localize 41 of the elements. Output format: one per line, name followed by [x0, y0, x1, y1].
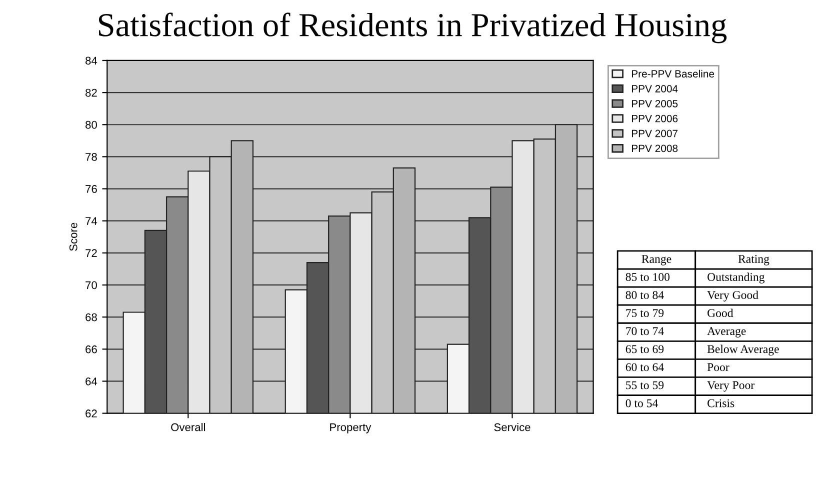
text: Average	[707, 327, 746, 338]
y-tick-label: 76	[86, 185, 97, 193]
text: Below Average	[707, 344, 779, 356]
text: Very Poor	[707, 381, 754, 392]
y-tick-label: 64	[86, 377, 98, 386]
text: 85 to 100	[626, 273, 670, 281]
text: 70 to 74	[626, 327, 664, 336]
y-tick-label: 80	[86, 120, 97, 129]
y-tick-label: 68	[86, 313, 97, 322]
text: Poor	[707, 363, 730, 372]
legend-label: PPV 2004	[632, 85, 678, 92]
y-tick-label: 70	[86, 281, 97, 290]
text: 60 to 64	[626, 363, 664, 372]
x-tick-label: Overall	[171, 423, 205, 432]
legend-label: PPV 2007	[632, 130, 678, 138]
x-tick-label: Property	[330, 423, 372, 434]
y-axis-title: Score	[69, 222, 78, 251]
text: Range	[642, 255, 672, 266]
chart-title: Satisfaction of Residents in Privatized Housing	[98, 12, 727, 44]
text: 0 to 54	[626, 399, 658, 408]
y-tick-label: 74	[86, 217, 98, 225]
text: 65 to 69	[626, 345, 664, 354]
text: Crisis	[708, 399, 734, 408]
x-tick-label: Service	[494, 423, 530, 432]
legend-label: PPV 2005	[632, 100, 678, 108]
legend-label: PPV 2008	[632, 144, 678, 152]
legend-label: PPV 2006	[632, 114, 678, 122]
y-tick-label: 78	[86, 152, 97, 161]
legend-label: Pre-PPV Baseline	[632, 70, 714, 78]
y-tick-label: 62	[86, 410, 97, 418]
text: 55 to 59	[626, 381, 664, 390]
y-tick-label: 66	[86, 345, 97, 354]
y-tick-label: 72	[86, 249, 97, 257]
text: Rating	[738, 254, 770, 266]
text: Very Good	[707, 290, 758, 302]
y-tick-label: 82	[86, 88, 97, 97]
text: Outstanding	[708, 272, 765, 284]
text: Good	[708, 308, 734, 318]
text: 80 to 84	[626, 291, 664, 300]
text: 75 to 79	[626, 309, 664, 318]
y-tick-label: 84	[86, 56, 98, 65]
